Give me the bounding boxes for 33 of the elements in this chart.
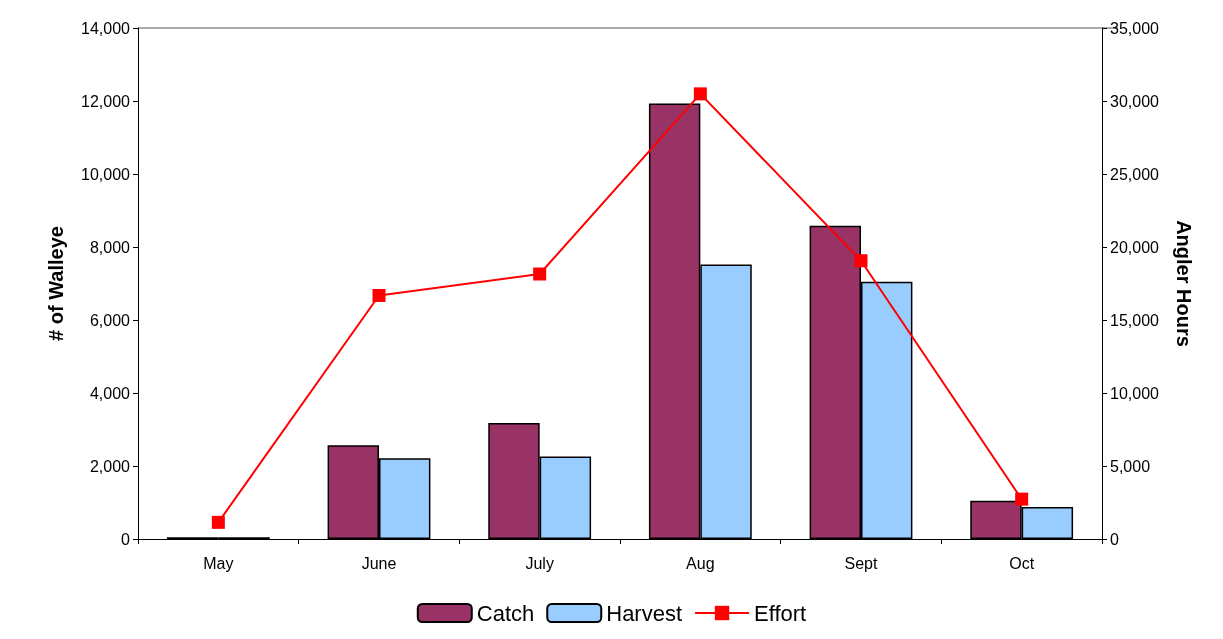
point bbox=[693, 87, 707, 101]
legend-label: Catch bbox=[476, 600, 535, 626]
y-tick-label: 6,000 bbox=[89, 311, 131, 329]
y2-tick-label: 10,000 bbox=[1110, 384, 1160, 402]
x-tick-label: July bbox=[525, 554, 554, 572]
x-tick-label: Aug bbox=[686, 554, 715, 572]
y-axis-title: # of Walleye bbox=[45, 226, 67, 341]
y2-tick-label: 15,000 bbox=[1110, 311, 1160, 329]
y2-tick-label: 30,000 bbox=[1110, 92, 1160, 110]
point bbox=[1015, 492, 1029, 506]
legend-label: Effort bbox=[754, 600, 807, 626]
x-tick-label: Sept bbox=[844, 554, 879, 572]
y-tick-label: 4,000 bbox=[89, 384, 131, 402]
y2-axis-title: Angler Hours bbox=[1173, 220, 1195, 347]
y-tick-label: 14,000 bbox=[81, 19, 131, 37]
point bbox=[372, 288, 386, 302]
y2-tick-label: 25,000 bbox=[1110, 165, 1160, 183]
point bbox=[854, 254, 868, 268]
y-tick-label: 10,000 bbox=[81, 165, 131, 183]
y2-tick-label: 20,000 bbox=[1110, 238, 1160, 256]
x-tick-label: May bbox=[203, 554, 234, 572]
y2-tick-label: 0 bbox=[1110, 530, 1119, 548]
y2-tick-label: 5,000 bbox=[1110, 457, 1151, 475]
y-tick-label: 2,000 bbox=[89, 457, 131, 475]
y-tick-label: 12,000 bbox=[81, 92, 131, 110]
y2-tick-label: 35,000 bbox=[1110, 19, 1160, 37]
x-tick-label: June bbox=[361, 554, 397, 572]
point bbox=[533, 267, 547, 281]
legend-label: Harvest bbox=[606, 600, 683, 626]
y-tick-label: 8,000 bbox=[89, 238, 131, 256]
point bbox=[211, 515, 225, 529]
x-tick-label: Oct bbox=[1009, 554, 1035, 572]
y-tick-label: 0 bbox=[121, 530, 131, 548]
